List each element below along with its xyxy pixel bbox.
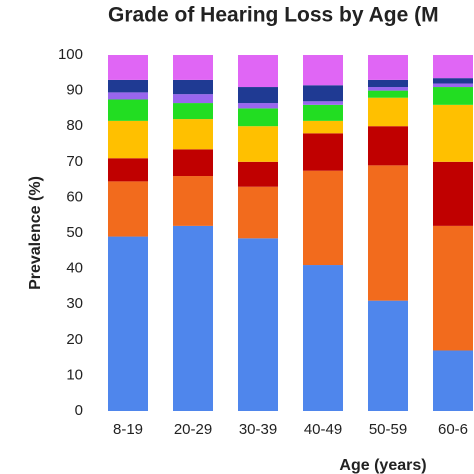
bar-segment bbox=[368, 79, 408, 88]
bar-segment bbox=[238, 161, 278, 187]
y-tick-label: 40 bbox=[66, 260, 83, 277]
bar-segment bbox=[108, 92, 148, 100]
bar-segment bbox=[238, 108, 278, 127]
bar-segment bbox=[173, 79, 213, 95]
y-tick-label: 0 bbox=[75, 402, 83, 419]
bar-segment bbox=[108, 79, 148, 93]
bar-segment bbox=[433, 55, 473, 79]
y-tick-label: 50 bbox=[66, 224, 83, 241]
bar-segment bbox=[173, 176, 213, 226]
bar-segment bbox=[173, 103, 213, 120]
bar-segment bbox=[108, 181, 148, 237]
bar-segment bbox=[368, 165, 408, 301]
y-tick-label: 60 bbox=[66, 188, 83, 205]
bar-segment bbox=[433, 83, 473, 88]
bar-segment bbox=[433, 225, 473, 351]
bar-segment bbox=[108, 99, 148, 121]
bar-segment bbox=[173, 94, 213, 104]
bar-segment bbox=[303, 104, 343, 121]
y-tick-label: 100 bbox=[58, 46, 83, 63]
bar-segment bbox=[433, 78, 473, 84]
bar-segment bbox=[173, 119, 213, 150]
bar-segment bbox=[108, 120, 148, 159]
bar-segment bbox=[368, 87, 408, 91]
x-axis-label: Age (years) bbox=[339, 457, 426, 474]
y-tick-label: 70 bbox=[66, 153, 83, 170]
bar-segment bbox=[433, 350, 473, 411]
y-tick-label: 30 bbox=[66, 295, 83, 312]
bar-segment bbox=[368, 97, 408, 127]
x-tick-label: 50-59 bbox=[369, 421, 407, 438]
y-tick-label: 10 bbox=[66, 366, 83, 383]
bar-segment bbox=[433, 104, 473, 162]
bar-segment bbox=[303, 170, 343, 266]
bar-segment bbox=[238, 103, 278, 109]
bar-segment bbox=[173, 149, 213, 177]
bar-segment bbox=[108, 158, 148, 182]
bar-segment bbox=[368, 126, 408, 166]
y-axis-label: Prevalence (%) bbox=[27, 176, 44, 290]
x-tick-label: 30-39 bbox=[239, 421, 277, 438]
y-tick-label: 80 bbox=[66, 117, 83, 134]
bar-segment bbox=[238, 55, 278, 88]
bar-segment bbox=[303, 55, 343, 86]
bar-segment bbox=[303, 120, 343, 134]
bar-segment bbox=[238, 126, 278, 162]
bar-segment bbox=[238, 87, 278, 104]
bar-segment bbox=[303, 85, 343, 102]
x-tick-label: 40-49 bbox=[304, 421, 342, 438]
y-tick-label: 90 bbox=[66, 82, 83, 99]
bar-segment bbox=[238, 186, 278, 239]
bar-segment bbox=[368, 90, 408, 98]
bar-segment bbox=[368, 55, 408, 80]
bar-segment bbox=[303, 265, 343, 411]
x-tick-label: 60-6 bbox=[438, 421, 468, 438]
bar-segment bbox=[368, 300, 408, 411]
bar-segment bbox=[303, 133, 343, 171]
bar-segment bbox=[108, 55, 148, 80]
x-tick-label: 20-29 bbox=[174, 421, 212, 438]
bar-segment bbox=[173, 225, 213, 411]
bar-segment bbox=[108, 236, 148, 411]
x-tick-label: 8-19 bbox=[113, 421, 143, 438]
y-tick-label: 20 bbox=[66, 331, 83, 348]
bar-segment bbox=[238, 238, 278, 411]
bar-segment bbox=[303, 101, 343, 105]
bar-segment bbox=[433, 87, 473, 105]
bar-segment bbox=[173, 55, 213, 80]
chart-title: Grade of Hearing Loss by Age (M bbox=[108, 4, 439, 27]
bar-segment bbox=[433, 161, 473, 226]
